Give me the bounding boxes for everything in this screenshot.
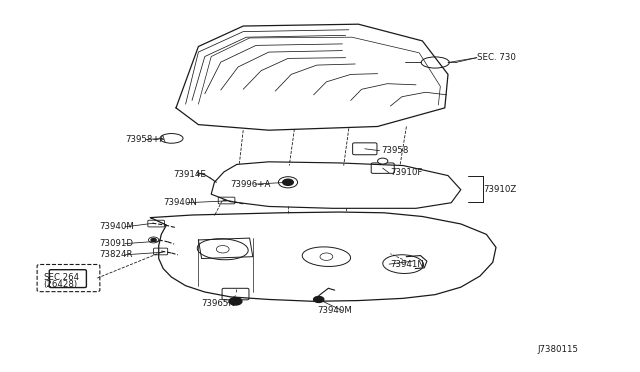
FancyBboxPatch shape	[154, 248, 168, 255]
Text: 73941N: 73941N	[390, 260, 424, 269]
Text: 73996+A: 73996+A	[230, 180, 271, 189]
Text: 73824R: 73824R	[99, 250, 132, 259]
Text: J7380115: J7380115	[538, 345, 579, 354]
Text: 73910F: 73910F	[390, 169, 423, 177]
Text: SEC. 730: SEC. 730	[477, 53, 516, 62]
Text: 73940M: 73940M	[317, 306, 351, 315]
Text: SEC.264: SEC.264	[44, 273, 79, 282]
Text: 73910Z: 73910Z	[483, 185, 516, 194]
Text: 73091D: 73091D	[99, 239, 133, 248]
Text: 73940N: 73940N	[163, 198, 197, 207]
Text: 73914E: 73914E	[173, 170, 205, 179]
Circle shape	[378, 158, 388, 164]
Ellipse shape	[421, 57, 449, 68]
Circle shape	[229, 298, 242, 305]
FancyBboxPatch shape	[148, 220, 164, 227]
FancyBboxPatch shape	[353, 143, 377, 155]
Ellipse shape	[160, 134, 183, 143]
FancyBboxPatch shape	[222, 288, 249, 300]
FancyBboxPatch shape	[218, 197, 235, 204]
Text: 73958+A: 73958+A	[125, 135, 165, 144]
Text: (26428): (26428)	[44, 280, 77, 289]
Text: 73958: 73958	[381, 146, 408, 155]
Circle shape	[314, 296, 324, 302]
FancyBboxPatch shape	[371, 163, 394, 173]
Text: 73965N: 73965N	[202, 299, 236, 308]
Circle shape	[151, 238, 156, 241]
Circle shape	[283, 179, 293, 185]
Text: 73940M: 73940M	[99, 222, 134, 231]
FancyBboxPatch shape	[49, 270, 86, 288]
